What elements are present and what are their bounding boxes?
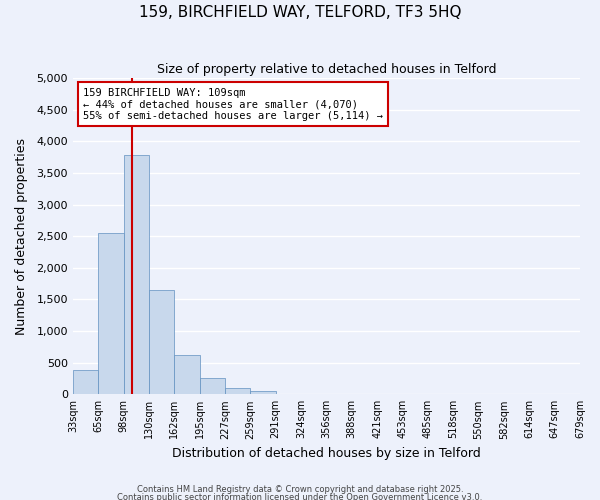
Bar bbox=[73, 370, 98, 394]
Bar bbox=[250, 391, 275, 394]
Text: 159, BIRCHFIELD WAY, TELFORD, TF3 5HQ: 159, BIRCHFIELD WAY, TELFORD, TF3 5HQ bbox=[139, 5, 461, 20]
Text: 159 BIRCHFIELD WAY: 109sqm
← 44% of detached houses are smaller (4,070)
55% of s: 159 BIRCHFIELD WAY: 109sqm ← 44% of deta… bbox=[83, 88, 383, 120]
Bar bbox=[98, 233, 124, 394]
X-axis label: Distribution of detached houses by size in Telford: Distribution of detached houses by size … bbox=[172, 447, 481, 460]
Bar bbox=[174, 355, 200, 395]
Bar bbox=[200, 378, 225, 394]
Y-axis label: Number of detached properties: Number of detached properties bbox=[15, 138, 28, 334]
Bar bbox=[225, 388, 250, 394]
Title: Size of property relative to detached houses in Telford: Size of property relative to detached ho… bbox=[157, 62, 496, 76]
Bar bbox=[124, 155, 149, 394]
Text: Contains HM Land Registry data © Crown copyright and database right 2025.: Contains HM Land Registry data © Crown c… bbox=[137, 486, 463, 494]
Text: Contains public sector information licensed under the Open Government Licence v3: Contains public sector information licen… bbox=[118, 492, 482, 500]
Bar bbox=[149, 290, 174, 395]
